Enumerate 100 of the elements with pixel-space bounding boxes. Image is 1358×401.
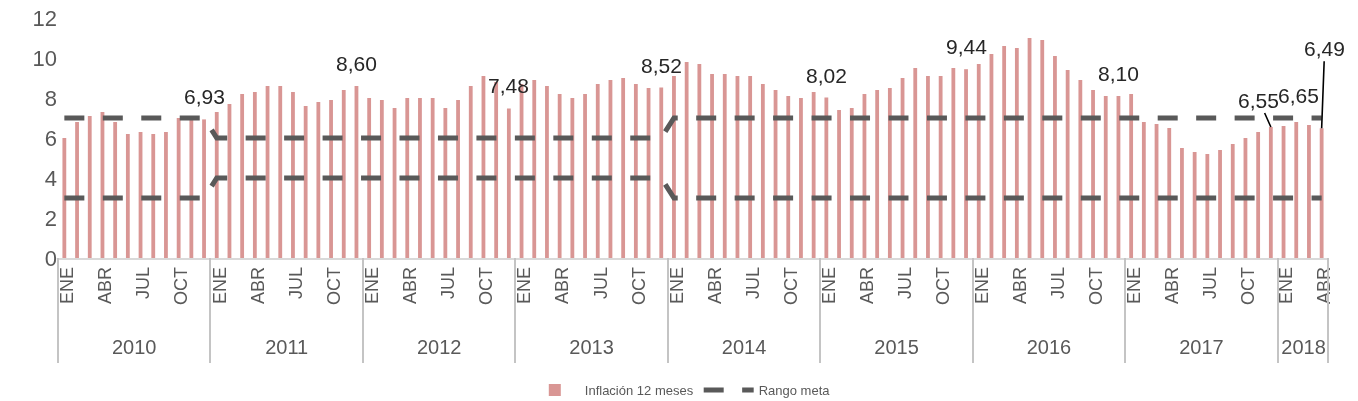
x-tick-label: OCT [323, 266, 344, 305]
bar [1192, 152, 1197, 258]
bar [583, 94, 587, 258]
bar [595, 84, 600, 258]
x2-tick-label: 2013 [569, 336, 614, 358]
bar [164, 132, 168, 258]
bar [748, 76, 753, 258]
bar [1091, 90, 1095, 258]
x-tick-label: OCT [781, 266, 802, 305]
x2-tick-label: 2015 [874, 336, 919, 358]
bar [887, 88, 892, 258]
bar [1078, 80, 1083, 258]
bar [570, 98, 575, 258]
x-tick-label: ENE [57, 266, 78, 304]
x-tick-label: ENE [1276, 266, 1297, 304]
x-tick-label: OCT [476, 266, 497, 305]
x-tick-label: ENE [666, 266, 687, 304]
y-tick-label: 4 [44, 165, 57, 191]
data-label: 6,49 [1304, 37, 1345, 60]
bar [1053, 56, 1057, 258]
bar [87, 116, 92, 258]
x-tick-label: ENE [971, 266, 992, 304]
x-tick-label: JUL [590, 266, 611, 299]
x-tick-label: ENE [362, 266, 382, 304]
x2-tick-label: 2012 [416, 336, 462, 358]
bar [684, 62, 689, 258]
x-tick-label: JUL [438, 266, 459, 299]
bar [710, 74, 714, 258]
y-tick-label: 8 [44, 85, 57, 111]
bar [456, 100, 460, 258]
x-tick-label: JUL [133, 266, 154, 299]
x-tick-label: ABR [704, 266, 725, 304]
bar [1103, 96, 1108, 258]
bar [938, 76, 943, 258]
bar [633, 84, 638, 258]
bar [278, 86, 283, 258]
x-tick-label: ABR [247, 266, 268, 304]
x-tick-label: ABR [1162, 266, 1183, 304]
x-tick-label: JUL [895, 266, 916, 299]
x-tick-label: JUL [743, 266, 763, 299]
y-tick-label: 12 [32, 5, 57, 31]
bar [329, 100, 333, 258]
x-tick-label: ABR [857, 266, 878, 304]
data-label: 9,44 [946, 35, 988, 58]
x-tick-label: ABR [95, 266, 116, 304]
bar [75, 122, 79, 258]
x-tick-label: OCT [628, 266, 649, 305]
y-tick-label: 10 [32, 45, 57, 71]
bar [1268, 127, 1273, 258]
bar [1180, 148, 1184, 258]
bar [722, 74, 727, 258]
bar [760, 84, 765, 258]
bar [837, 110, 841, 258]
x-tick-label: OCT [171, 266, 192, 305]
bar [202, 119, 206, 258]
bar [875, 90, 880, 258]
bar [799, 98, 803, 258]
bar [1065, 70, 1070, 258]
bar [976, 64, 981, 258]
bar [316, 102, 321, 258]
bar [418, 98, 422, 258]
bar [379, 100, 384, 258]
x-tick-label: ABR [400, 266, 421, 304]
bar [532, 80, 537, 258]
x-tick-label: ABR [552, 266, 573, 304]
bar [1129, 94, 1134, 258]
x2-tick-label: 2018 [1281, 336, 1326, 358]
bar [1230, 144, 1235, 258]
data-label: 8,10 [1098, 62, 1139, 85]
x-tick-label: OCT [1238, 266, 1259, 305]
x-tick-label: ENE [1124, 266, 1144, 304]
legend-label: Rango meta [758, 383, 831, 399]
bar [240, 94, 245, 258]
data-label: 8,02 [806, 64, 847, 87]
x-tick-label: JUL [285, 266, 306, 299]
bar [926, 76, 930, 258]
bar [189, 120, 194, 258]
y-tick-label: 2 [44, 205, 57, 231]
data-label: 6,55 [1238, 89, 1279, 112]
bar [697, 64, 702, 258]
bar [1256, 132, 1261, 258]
y-tick-label: 0 [44, 245, 57, 271]
bar [62, 138, 67, 258]
bar [405, 98, 410, 258]
bar [1014, 48, 1019, 258]
bar [443, 108, 448, 258]
bar [1294, 122, 1299, 258]
data-label: 6,93 [184, 85, 225, 108]
bar [621, 78, 626, 258]
bar [303, 106, 308, 258]
x2-tick-label: 2014 [721, 336, 767, 358]
bar [291, 92, 295, 258]
bar [672, 76, 676, 258]
bar [1141, 122, 1146, 258]
x-tick-label: ENE [209, 266, 230, 304]
bar [252, 92, 257, 258]
bar [151, 134, 156, 258]
bar [113, 122, 118, 258]
bar [214, 112, 219, 258]
bar [341, 90, 346, 258]
